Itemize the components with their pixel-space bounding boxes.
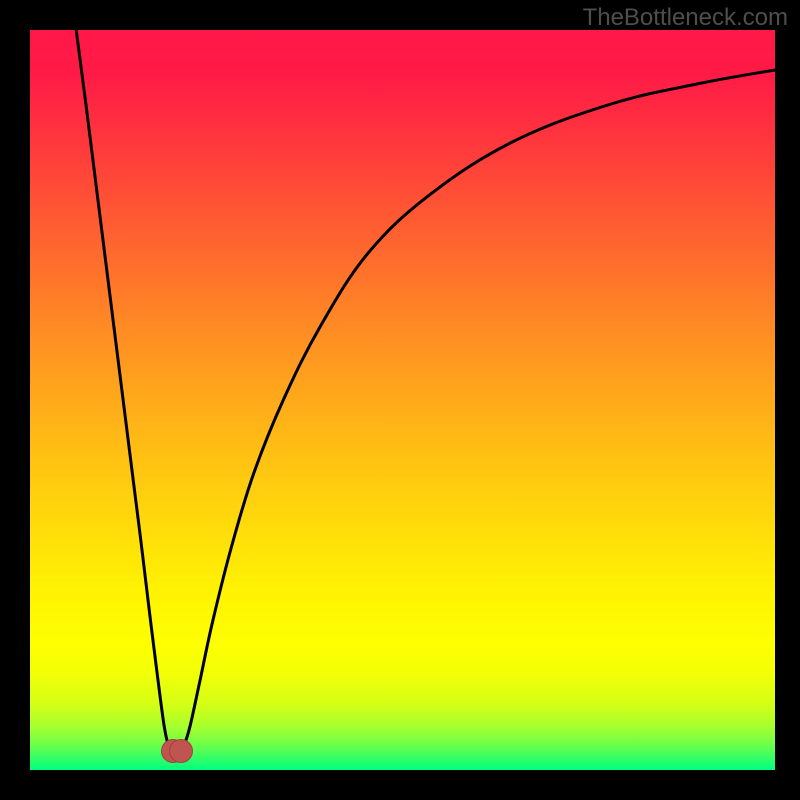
plot-area [30, 30, 775, 770]
bottleneck-curve-left [76, 30, 171, 750]
chart-container: TheBottleneck.com [0, 0, 800, 800]
bottleneck-curve-right [180, 70, 775, 750]
curve-layer [30, 30, 775, 770]
attribution-label: TheBottleneck.com [583, 4, 788, 32]
